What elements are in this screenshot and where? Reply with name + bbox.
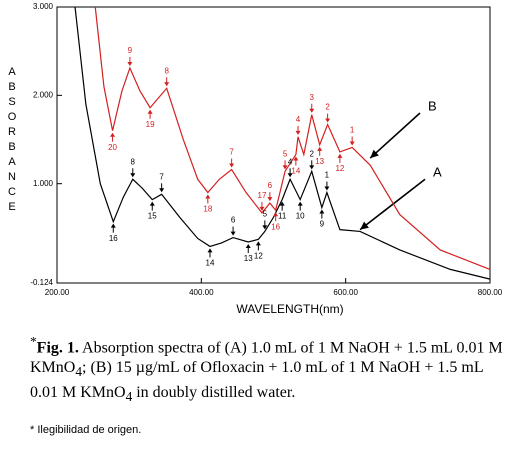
peak-marker-head <box>337 153 343 158</box>
peak-marker-head <box>230 231 236 236</box>
peak-marker-head <box>267 197 273 202</box>
peak-label: 6 <box>231 216 236 225</box>
caption: *Fig. 1. Absorption spectra of (A) 1.0 m… <box>30 332 510 407</box>
caption-text: in doubly distilled water. <box>132 383 296 401</box>
peak-label: 6 <box>268 181 273 190</box>
peak-marker-head <box>282 165 288 170</box>
peak-label: 16 <box>271 222 280 231</box>
caption-text: Absorption spectra of (A) 1.0 mL of 1 M … <box>30 339 503 377</box>
peak-label: 1 <box>350 126 355 135</box>
peak-marker-head <box>229 163 235 168</box>
caption-subscript: 4 <box>75 364 83 380</box>
peak-label: 10 <box>296 212 305 221</box>
peak-label: 18 <box>203 205 212 214</box>
peak-label: 19 <box>146 120 155 129</box>
peak-marker-head <box>295 130 301 135</box>
peak-label: 14 <box>291 167 300 176</box>
peak-marker-head <box>110 132 116 137</box>
y-tick-label: -0.124 <box>30 278 53 287</box>
peak-label: 8 <box>131 157 136 166</box>
peak-marker-head <box>147 109 153 114</box>
peak-marker-head <box>164 82 170 87</box>
peak-label: 12 <box>335 164 344 173</box>
footnote: * Ilegibilidad de origen. <box>30 424 142 436</box>
y-tick-label: 3.000 <box>33 2 54 11</box>
series-arrow-head <box>370 149 379 159</box>
x-tick-label: 400.00 <box>189 288 214 297</box>
peak-label: 12 <box>254 251 263 260</box>
peak-label: 7 <box>229 148 234 157</box>
peak-label: 5 <box>283 149 288 158</box>
peak-marker-head <box>273 212 279 217</box>
peak-marker-head <box>110 223 116 228</box>
peak-label: 15 <box>148 212 157 221</box>
peak-label: 20 <box>108 143 117 152</box>
peak-marker-head <box>159 188 165 193</box>
peak-marker-head <box>259 206 265 211</box>
peak-marker-head <box>317 146 323 151</box>
peak-label: 4 <box>296 115 301 124</box>
peak-marker-head <box>319 209 325 214</box>
y-tick-label: 1.000 <box>33 179 54 188</box>
x-tick-label: 200.00 <box>45 288 70 297</box>
peak-marker-head <box>149 201 155 206</box>
peak-label: 13 <box>315 157 324 166</box>
y-tick-label: 2.000 <box>33 90 54 99</box>
peak-label: 8 <box>164 66 169 75</box>
caption-subscript: 4 <box>125 388 133 404</box>
peak-label: 17 <box>258 191 267 200</box>
peak-marker-head <box>245 244 251 249</box>
peak-label: 2 <box>325 103 330 112</box>
peak-label: 9 <box>128 46 133 55</box>
plot-frame <box>56 6 491 284</box>
series-arrow-head <box>360 221 369 230</box>
spectrum-line <box>74 6 491 280</box>
peak-marker-head <box>262 225 268 230</box>
peak-label: 1 <box>325 171 330 180</box>
peak-label: 11 <box>278 212 287 221</box>
peak-marker-head <box>127 61 133 66</box>
x-tick-label: 600.00 <box>333 288 358 297</box>
peak-marker-head <box>293 156 299 161</box>
series-arrow <box>359 178 426 231</box>
peak-marker-head <box>324 186 330 191</box>
peak-label: 2 <box>310 149 315 158</box>
caption-mark: * <box>30 334 37 349</box>
peak-marker-head <box>130 173 136 178</box>
peak-label: 9 <box>320 220 325 229</box>
peak-marker-head <box>349 141 355 146</box>
peak-marker-head <box>287 173 293 178</box>
x-axis-label: WAVELENGTH(nm) <box>236 302 343 316</box>
peak-marker-head <box>309 165 315 170</box>
peak-marker-head <box>297 201 303 206</box>
peak-label: 3 <box>310 93 315 102</box>
peak-label: 7 <box>159 172 164 181</box>
peak-label: 14 <box>206 259 215 268</box>
caption-label: Fig. 1. <box>36 339 79 357</box>
peak-label: 5 <box>263 210 268 219</box>
series-arrow <box>369 112 421 159</box>
series-label: B <box>428 98 437 113</box>
peak-label: 13 <box>244 254 253 263</box>
peak-marker-head <box>205 194 211 199</box>
peak-marker-head <box>325 118 331 123</box>
peak-marker-head <box>207 248 213 253</box>
series-label: A <box>433 165 442 180</box>
peak-label: 4 <box>288 157 293 166</box>
peak-marker-head <box>309 108 315 113</box>
peak-marker-head <box>279 201 285 206</box>
spectrum-line <box>94 6 491 270</box>
peak-label: 16 <box>109 234 118 243</box>
x-tick-label: 800.00 <box>478 288 503 297</box>
peak-marker-head <box>255 241 261 246</box>
caption-text: ; (B) 15 µg/mL of Ofloxacin + 1.0 mL of … <box>30 359 483 401</box>
